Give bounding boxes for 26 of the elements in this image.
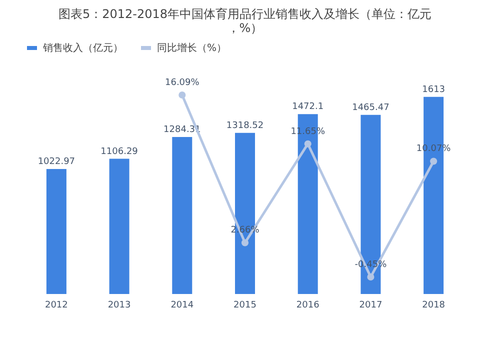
bar xyxy=(172,137,192,294)
data-label: 1022.97 xyxy=(38,156,76,167)
x-tick-label: 2018 xyxy=(422,300,446,310)
x-tick-label: 2017 xyxy=(359,300,382,310)
data-label: 1318.52 xyxy=(226,120,264,131)
x-tick-label: 2014 xyxy=(170,300,194,310)
data-label: 1465.47 xyxy=(352,102,390,113)
legend-label: 销售收入（亿元） xyxy=(42,42,123,54)
point xyxy=(241,239,249,246)
x-tick-label: 2012 xyxy=(44,300,68,310)
chart-title: 图表5：2012-2018年中国体育用品行业销售收入及增长（单位：亿元，%） xyxy=(58,7,432,35)
point xyxy=(178,91,186,99)
bar xyxy=(46,168,66,294)
x-tick-label: 2016 xyxy=(296,300,320,310)
data-label: 1106.29 xyxy=(100,146,138,157)
data-label: 16.09% xyxy=(164,78,200,88)
x-tick-label: 2013 xyxy=(108,300,131,310)
data-label: -0.45% xyxy=(354,260,388,270)
point xyxy=(367,273,374,280)
data-label: 1613 xyxy=(422,84,446,95)
point xyxy=(430,158,438,165)
bar xyxy=(109,158,130,294)
legend-label: 同比增长（%） xyxy=(157,42,227,54)
data-label: 1472.1 xyxy=(292,102,324,112)
x-tick-label: 2015 xyxy=(234,300,256,310)
point xyxy=(304,140,312,148)
